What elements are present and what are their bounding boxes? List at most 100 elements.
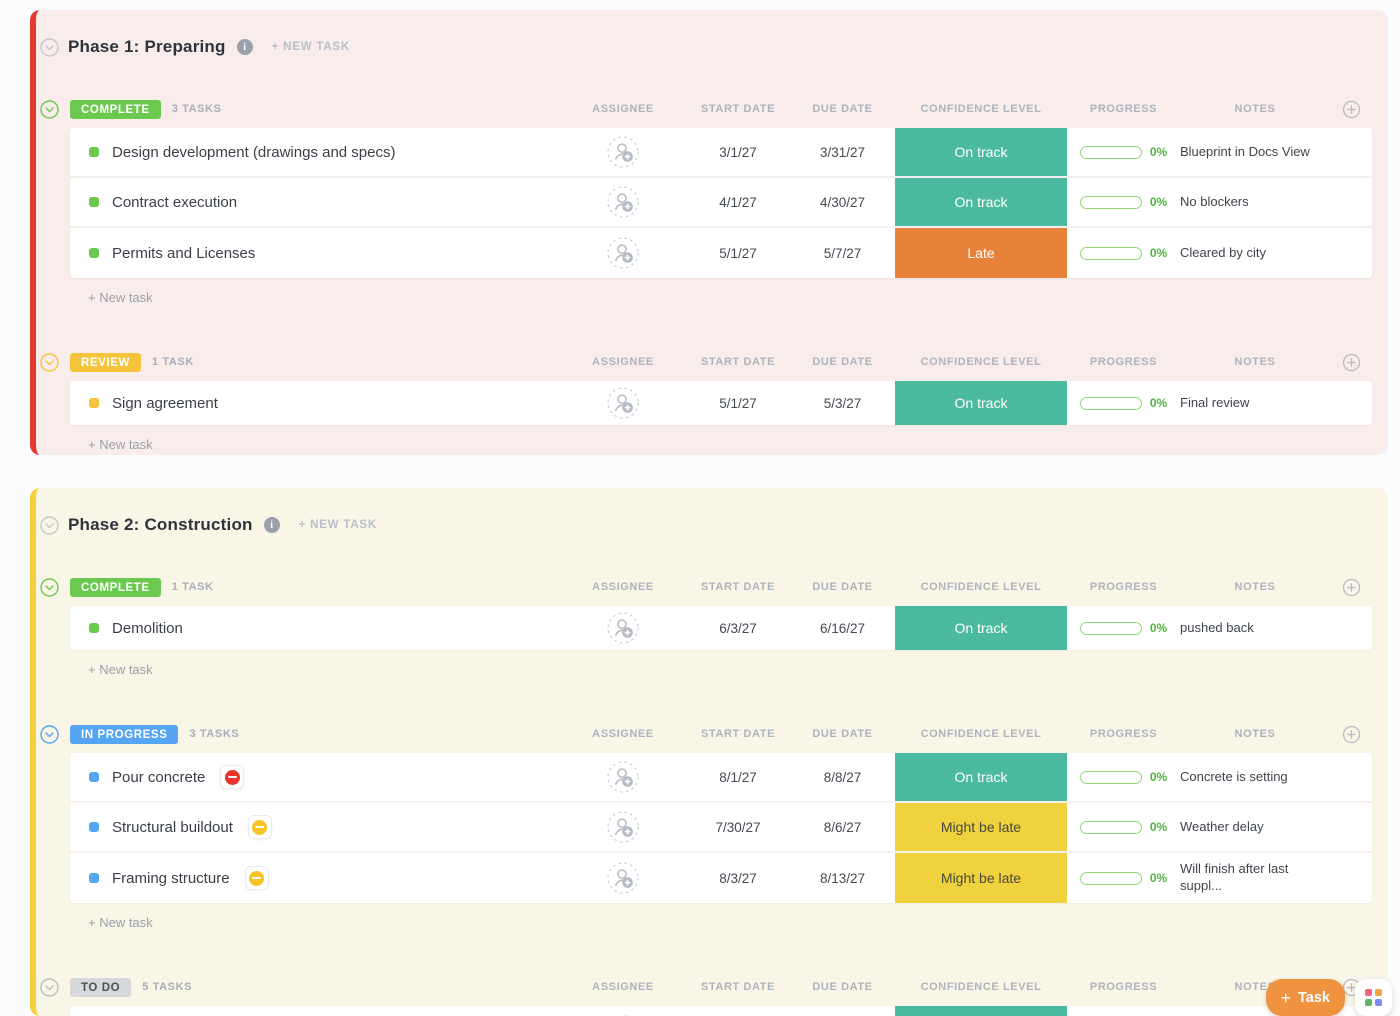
new-task-row-button[interactable]: + New task [88, 662, 153, 677]
status-badge[interactable]: TO DO [70, 977, 132, 997]
due-date[interactable]: 4/30/27 [819, 194, 866, 210]
assignee-add-icon[interactable] [560, 803, 686, 851]
progress-cell[interactable]: 0% [1067, 606, 1180, 650]
progress-cell[interactable]: 0% [1067, 228, 1180, 278]
notes[interactable]: Blueprint in Docs View [1180, 143, 1310, 159]
column-header-due-date[interactable]: DUE DATE [812, 103, 873, 115]
status-badge[interactable]: COMPLETE [70, 99, 161, 119]
add-column-icon[interactable] [1330, 353, 1372, 372]
assignee-add-icon[interactable] [560, 753, 686, 801]
column-header-due-date[interactable]: DUE DATE [812, 981, 873, 993]
notes[interactable]: Final review [1180, 394, 1250, 410]
notes[interactable]: No blockers [1180, 193, 1249, 209]
status-badge[interactable]: REVIEW [70, 352, 141, 372]
task-row[interactable]: Contract execution 4/1/27 4/30/27 On tra… [70, 178, 1372, 228]
column-header-start-date[interactable]: START DATE [700, 581, 776, 593]
chevron-down-icon[interactable] [40, 99, 59, 119]
new-task-row-button[interactable]: + New task [88, 290, 153, 305]
assignee-add-icon[interactable] [560, 853, 686, 903]
task-name[interactable]: Structural buildout [112, 818, 233, 836]
task-status-icon[interactable] [89, 147, 99, 157]
due-date[interactable]: 5/3/27 [823, 395, 862, 411]
chevron-down-icon[interactable] [40, 352, 59, 372]
due-date[interactable]: 3/31/27 [819, 144, 866, 160]
column-header-start-date[interactable]: START DATE [700, 356, 776, 368]
due-date[interactable]: 6/16/27 [819, 620, 866, 636]
task-status-icon[interactable] [89, 398, 99, 408]
no-entry-yellow-icon[interactable] [244, 866, 269, 890]
status-badge[interactable]: IN PROGRESS [70, 724, 179, 744]
due-date[interactable]: 8/13/27 [819, 870, 866, 886]
task-name[interactable]: Design development (drawings and specs) [112, 143, 396, 161]
new-task-row-button[interactable]: + New task [88, 915, 153, 930]
column-header-progress[interactable]: PROGRESS [1089, 581, 1158, 593]
task-row[interactable]: Permits and Licenses 5/1/27 5/7/27 Late … [70, 228, 1372, 278]
column-header-start-date[interactable]: START DATE [700, 728, 776, 740]
add-column-icon[interactable] [1330, 725, 1372, 744]
task-status-icon[interactable] [89, 772, 99, 782]
assignee-add-icon[interactable] [560, 1006, 686, 1016]
add-column-icon[interactable] [1330, 578, 1372, 597]
task-name[interactable]: Sign agreement [112, 394, 218, 412]
no-entry-yellow-icon[interactable] [247, 815, 272, 839]
assignee-add-icon[interactable] [560, 128, 686, 176]
task-name[interactable]: Permits and Licenses [112, 244, 256, 262]
chevron-down-icon[interactable] [40, 515, 59, 535]
start-date[interactable]: 6/3/27 [719, 620, 757, 636]
column-header-assignee[interactable]: ASSIGNEE [592, 581, 654, 593]
task-row[interactable]: Sign agreement 5/1/27 5/3/27 On track 0%… [70, 381, 1372, 425]
notes[interactable]: Weather delay [1180, 818, 1264, 834]
column-header-notes[interactable]: NOTES [1234, 728, 1276, 740]
confidence-level[interactable]: On track [895, 1006, 1067, 1016]
column-header-confidence[interactable]: CONFIDENCE LEVEL [920, 581, 1042, 593]
task-name[interactable]: Framing structure [112, 869, 230, 887]
task-status-icon[interactable] [89, 197, 99, 207]
start-date[interactable]: 7/30/27 [715, 819, 761, 835]
progress-cell[interactable]: 0% [1067, 853, 1180, 903]
column-header-notes[interactable]: NOTES [1234, 103, 1276, 115]
column-header-assignee[interactable]: ASSIGNEE [592, 981, 654, 993]
add-column-icon[interactable] [1330, 100, 1372, 119]
column-header-confidence[interactable]: CONFIDENCE LEVEL [920, 728, 1042, 740]
task-row[interactable]: Design development (drawings and specs) … [70, 128, 1372, 178]
assignee-add-icon[interactable] [560, 228, 686, 278]
notes[interactable]: Concrete is setting [1180, 768, 1288, 784]
notes[interactable]: pushed back [1180, 619, 1254, 635]
progress-cell[interactable]: 0% [1067, 1006, 1180, 1016]
assignee-add-icon[interactable] [560, 606, 686, 650]
start-date[interactable]: 8/3/27 [719, 870, 757, 886]
column-header-assignee[interactable]: ASSIGNEE [592, 356, 654, 368]
due-date[interactable]: 8/14/27 [790, 1006, 895, 1016]
assignee-add-icon[interactable] [560, 178, 686, 226]
column-header-assignee[interactable]: ASSIGNEE [592, 103, 654, 115]
start-date[interactable]: 4/1/27 [719, 194, 757, 210]
task-status-icon[interactable] [89, 248, 99, 258]
task-status-icon[interactable] [89, 822, 99, 832]
new-task-row-button[interactable]: + New task [88, 437, 153, 452]
start-date[interactable]: 8/1/27 [719, 769, 757, 785]
confidence-level[interactable]: Might be late [895, 803, 1067, 851]
task-row[interactable]: Framing structure 8/3/27 8/13/27 Might b… [70, 853, 1372, 903]
task-name[interactable]: Pour concrete [112, 768, 206, 786]
column-header-due-date[interactable]: DUE DATE [812, 581, 873, 593]
confidence-level[interactable]: On track [895, 178, 1067, 226]
progress-cell[interactable]: 0% [1067, 803, 1180, 851]
column-header-progress[interactable]: PROGRESS [1089, 981, 1158, 993]
apps-grid-button[interactable] [1355, 979, 1392, 1016]
column-header-due-date[interactable]: DUE DATE [812, 728, 873, 740]
chevron-down-icon[interactable] [40, 577, 59, 597]
notes[interactable]: Cleared by city [1180, 244, 1266, 260]
progress-cell[interactable]: 0% [1067, 753, 1180, 801]
column-header-start-date[interactable]: START DATE [700, 103, 776, 115]
task-status-icon[interactable] [89, 873, 99, 883]
chevron-down-icon[interactable] [40, 724, 59, 744]
column-header-due-date[interactable]: DUE DATE [812, 356, 873, 368]
confidence-level[interactable]: On track [895, 128, 1067, 176]
due-date[interactable]: 5/7/27 [823, 245, 862, 261]
confidence-level[interactable]: Late [895, 228, 1067, 278]
no-entry-red-icon[interactable] [220, 765, 245, 789]
confidence-level[interactable]: On track [895, 606, 1067, 650]
start-date[interactable]: 5/1/27 [719, 245, 757, 261]
due-date[interactable]: 8/6/27 [823, 819, 862, 835]
column-header-notes[interactable]: NOTES [1234, 581, 1276, 593]
